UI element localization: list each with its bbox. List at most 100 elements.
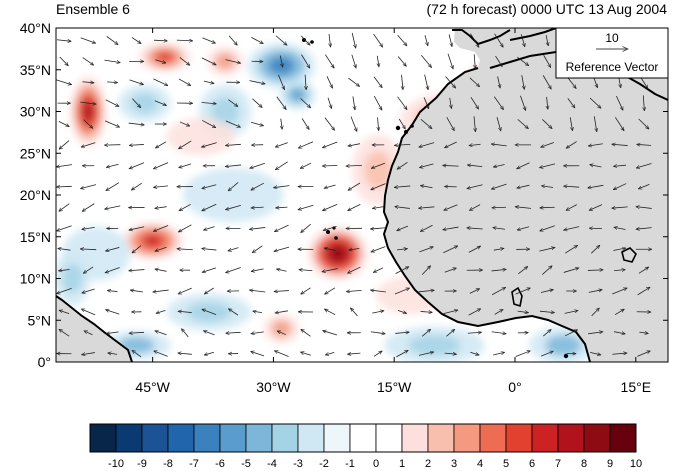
wind-vector [564,226,580,231]
wind-vector [132,245,142,253]
colorbar-swatch [193,423,221,453]
wind-vector [448,34,452,46]
wind-vector [372,311,384,314]
colorbar-swatch [557,423,585,453]
wind-vector [153,186,168,187]
wind-vector [639,332,648,333]
wind-vector [470,96,479,109]
wind-vector [301,329,311,337]
wind-vector [566,204,577,211]
colorbar-swatch [531,423,559,453]
wind-vector [228,247,239,251]
wind-vector [80,249,97,250]
wind-vector [129,226,145,230]
colorbar-swatch [453,423,481,453]
colorbar-tick-label: 8 [581,458,587,470]
anomaly-region [82,101,95,122]
wind-vector [228,309,239,316]
wind-vector [82,352,95,355]
wind-vector [418,207,435,208]
wind-vector [201,57,216,66]
colorbar: -10 -9 -8 -7 -6 -5 -4 -3 -2 -1 0 1 2 3 4 5 6 7 8 9 10 [89,423,642,470]
west-africa-coast-line [382,67,591,362]
colorbar-tick-label: 7 [555,458,561,470]
wind-vector [225,59,241,64]
colorbar-tick-label: 10 [630,458,642,470]
wind-vector [370,228,386,229]
wind-vector [322,166,338,167]
wind-vector [444,141,457,149]
wind-vector [106,332,119,334]
colorbar-tick-label: 6 [529,458,535,470]
wind-vector [299,270,313,271]
wind-vector [397,56,406,66]
lat-tick-label: 30°N [20,104,51,120]
wind-vector [350,116,357,132]
wind-vector [424,74,429,90]
wind-vector [588,290,602,293]
wind-vector [493,164,505,167]
wind-vector [517,184,530,188]
wind-vector [59,203,70,212]
wind-vector [424,35,428,46]
anomaly-region [154,51,175,64]
wind-vector [612,353,627,354]
wind-vector [250,162,266,168]
wind-vector [129,79,144,85]
lat-tick-label: 15°N [20,229,51,245]
wind-vector [274,185,290,188]
wind-vector [443,226,459,230]
wind-vector [613,248,625,251]
wind-vector [564,329,577,337]
wind-vector [590,245,600,254]
colorbar-tick-label: -2 [319,458,329,470]
wind-vector [300,162,312,169]
wind-vector [105,310,120,315]
wind-vector [179,121,190,126]
colorbar-swatch [505,423,533,453]
wind-vector [445,76,456,88]
wind-vector [252,245,263,253]
wind-vector [619,76,621,88]
wind-vector [349,248,360,250]
wind-vector [423,97,429,108]
wind-vector [322,268,338,272]
wind-vector [274,246,290,251]
wind-vector [590,351,601,355]
wind-vector [59,329,70,337]
wind-vector [155,331,167,336]
wind-vector [350,308,358,317]
wind-vector [614,227,626,230]
wind-vector [517,119,529,128]
wind-vector [493,228,506,230]
wind-vector [614,309,624,316]
wind-vector [228,182,239,190]
wind-vector [420,311,433,312]
cape-verde-islands [326,230,330,234]
wind-vector [347,266,361,274]
wind-vector [469,288,480,294]
wind-vector [377,55,379,67]
azores-islands-2 [310,40,314,44]
wind-vector [371,162,386,168]
wind-vector [394,144,411,145]
wind-vector [518,266,527,275]
wind-vector [153,40,167,41]
wind-vector [643,95,644,110]
wind-vector [225,165,242,167]
wind-vector [515,288,531,295]
wind-vector [543,329,551,337]
wind-vector [495,55,503,67]
wind-vector [155,207,167,209]
colorbar-tick-label: 4 [477,458,483,470]
wind-vector [469,144,481,145]
wind-vector [593,76,598,88]
wind-vector [178,287,192,294]
wind-vector [80,101,96,104]
wind-vector [397,225,409,231]
reference-vector-box [555,27,669,79]
wind-vector [104,120,120,127]
wind-vector [612,207,628,208]
reference-vector-magnitude: 10 [605,31,619,45]
